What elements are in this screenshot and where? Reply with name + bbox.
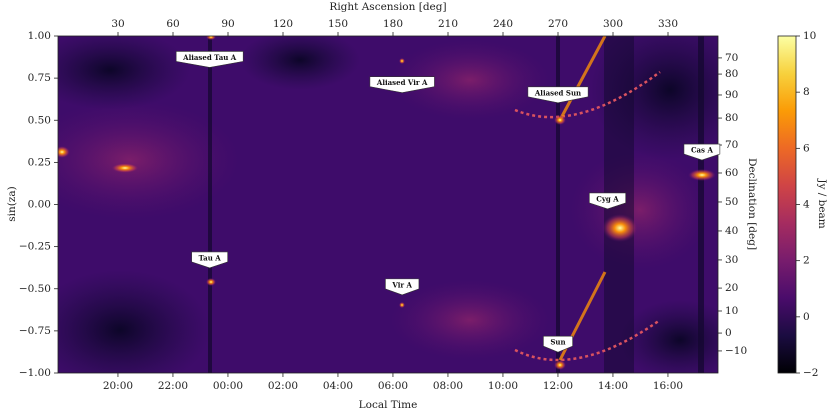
x-tick-label: 00:00	[213, 380, 243, 392]
y-tick-label: −1.00	[19, 367, 51, 379]
y-tick-label: 0.50	[28, 114, 51, 126]
x-tick-label: 10:00	[488, 380, 518, 392]
x-tick-label: 22:00	[158, 380, 188, 392]
annotation-label: Cyg A	[596, 194, 619, 203]
annotation-label: Tau A	[199, 253, 222, 262]
x2-tick-label: 270	[548, 18, 568, 30]
x-tick-label: 02:00	[268, 380, 298, 392]
y-tick-label: −0.50	[19, 283, 51, 295]
x-tick-label: 20:00	[103, 380, 133, 392]
y2-tick-label: 40	[725, 225, 738, 237]
annotation-box	[543, 335, 573, 353]
x2-tick-label: 150	[328, 18, 348, 30]
x-tick-label: 04:00	[323, 380, 353, 392]
annotation-box	[175, 51, 244, 68]
y-tick-label: 0.75	[28, 72, 51, 84]
x2-tick-label: 90	[221, 18, 234, 30]
x2-tick-label: 300	[603, 18, 623, 30]
annotation-box	[683, 143, 721, 161]
y2-tick-label: 30	[725, 254, 738, 266]
annotation-label: Aliased Sun	[534, 88, 581, 97]
colorbar-label: Jy / beam	[816, 178, 828, 229]
annotation: Sun	[543, 335, 573, 353]
y2-tick-label: 50	[725, 196, 738, 208]
annotation: Tau A	[191, 251, 228, 269]
annotation-label: Aliased Tau A	[182, 53, 237, 62]
x2-tick-label: 330	[658, 18, 678, 30]
x2-axis-label: Right Ascension [deg]	[329, 1, 446, 13]
colorbar-tick-label: 8	[803, 86, 810, 98]
colorbar	[777, 35, 797, 374]
annotation-box	[589, 192, 627, 210]
annotation-box	[385, 278, 420, 296]
y-tick-label: 0.00	[28, 199, 51, 211]
x-tick-label: 12:00	[543, 380, 573, 392]
y-tick-label: −0.75	[19, 325, 51, 337]
y2-tick-label: 0	[725, 327, 732, 339]
y2-tick-label: 80	[725, 68, 738, 80]
x-tick-label: 16:00	[653, 380, 683, 392]
sky-image	[58, 36, 718, 373]
y-tick-label: 1.00	[28, 30, 51, 42]
x2-tick-label: 240	[493, 18, 513, 30]
y-tick-label: −0.25	[19, 241, 51, 253]
annotation-label: Cas A	[691, 146, 713, 155]
annotation: Cas A	[683, 143, 721, 161]
colorbar-tick-label: 2	[803, 255, 810, 267]
y-axis-label: sin(za)	[6, 186, 18, 222]
annotation-box	[191, 251, 228, 269]
y2-tick-label: 20	[725, 282, 738, 294]
y2-axis-label: Declination [deg]	[746, 158, 758, 250]
x2-tick-label: 30	[111, 18, 124, 30]
y2-tick-label: 60	[725, 167, 738, 179]
y2-tick-label: −10	[725, 345, 747, 357]
annotation: Aliased Sun	[527, 86, 589, 104]
x2-tick-label: 120	[273, 18, 293, 30]
y2-tick-label: 70	[725, 139, 738, 151]
annotation-label: Vir A	[391, 280, 412, 289]
y-tick-label: 0.25	[28, 156, 51, 168]
annotation-label: Sun	[550, 338, 565, 347]
annotation: Aliased Vir A	[369, 76, 435, 93]
annotation-label: Aliased Vir A	[376, 78, 428, 87]
colorbar-tick-label: 0	[803, 311, 810, 323]
colorbar-tick-label: 4	[803, 199, 810, 211]
x2-tick-label: 180	[383, 18, 403, 30]
x-axis-label: Local Time	[359, 399, 418, 411]
colorbar-tick-label: −2	[803, 367, 818, 379]
colorbar-tick-label: 6	[803, 142, 810, 154]
y2-tick-label: 10	[725, 305, 738, 317]
annotation: Vir A	[385, 278, 420, 296]
y2-tick-label: 70	[725, 52, 738, 64]
annotation: Cyg A	[589, 192, 627, 210]
x2-tick-label: 210	[438, 18, 458, 30]
annotation-box	[369, 76, 435, 93]
x-tick-label: 14:00	[598, 380, 628, 392]
y2-tick-label: 80	[725, 112, 738, 124]
annotation-box	[527, 86, 589, 104]
y2-tick-label: 90	[725, 89, 738, 101]
x-tick-label: 06:00	[378, 380, 408, 392]
x-tick-label: 08:00	[433, 380, 463, 392]
annotation: Aliased Tau A	[175, 51, 244, 68]
colorbar-tick-label: 10	[803, 30, 816, 42]
x2-tick-label: 60	[166, 18, 179, 30]
